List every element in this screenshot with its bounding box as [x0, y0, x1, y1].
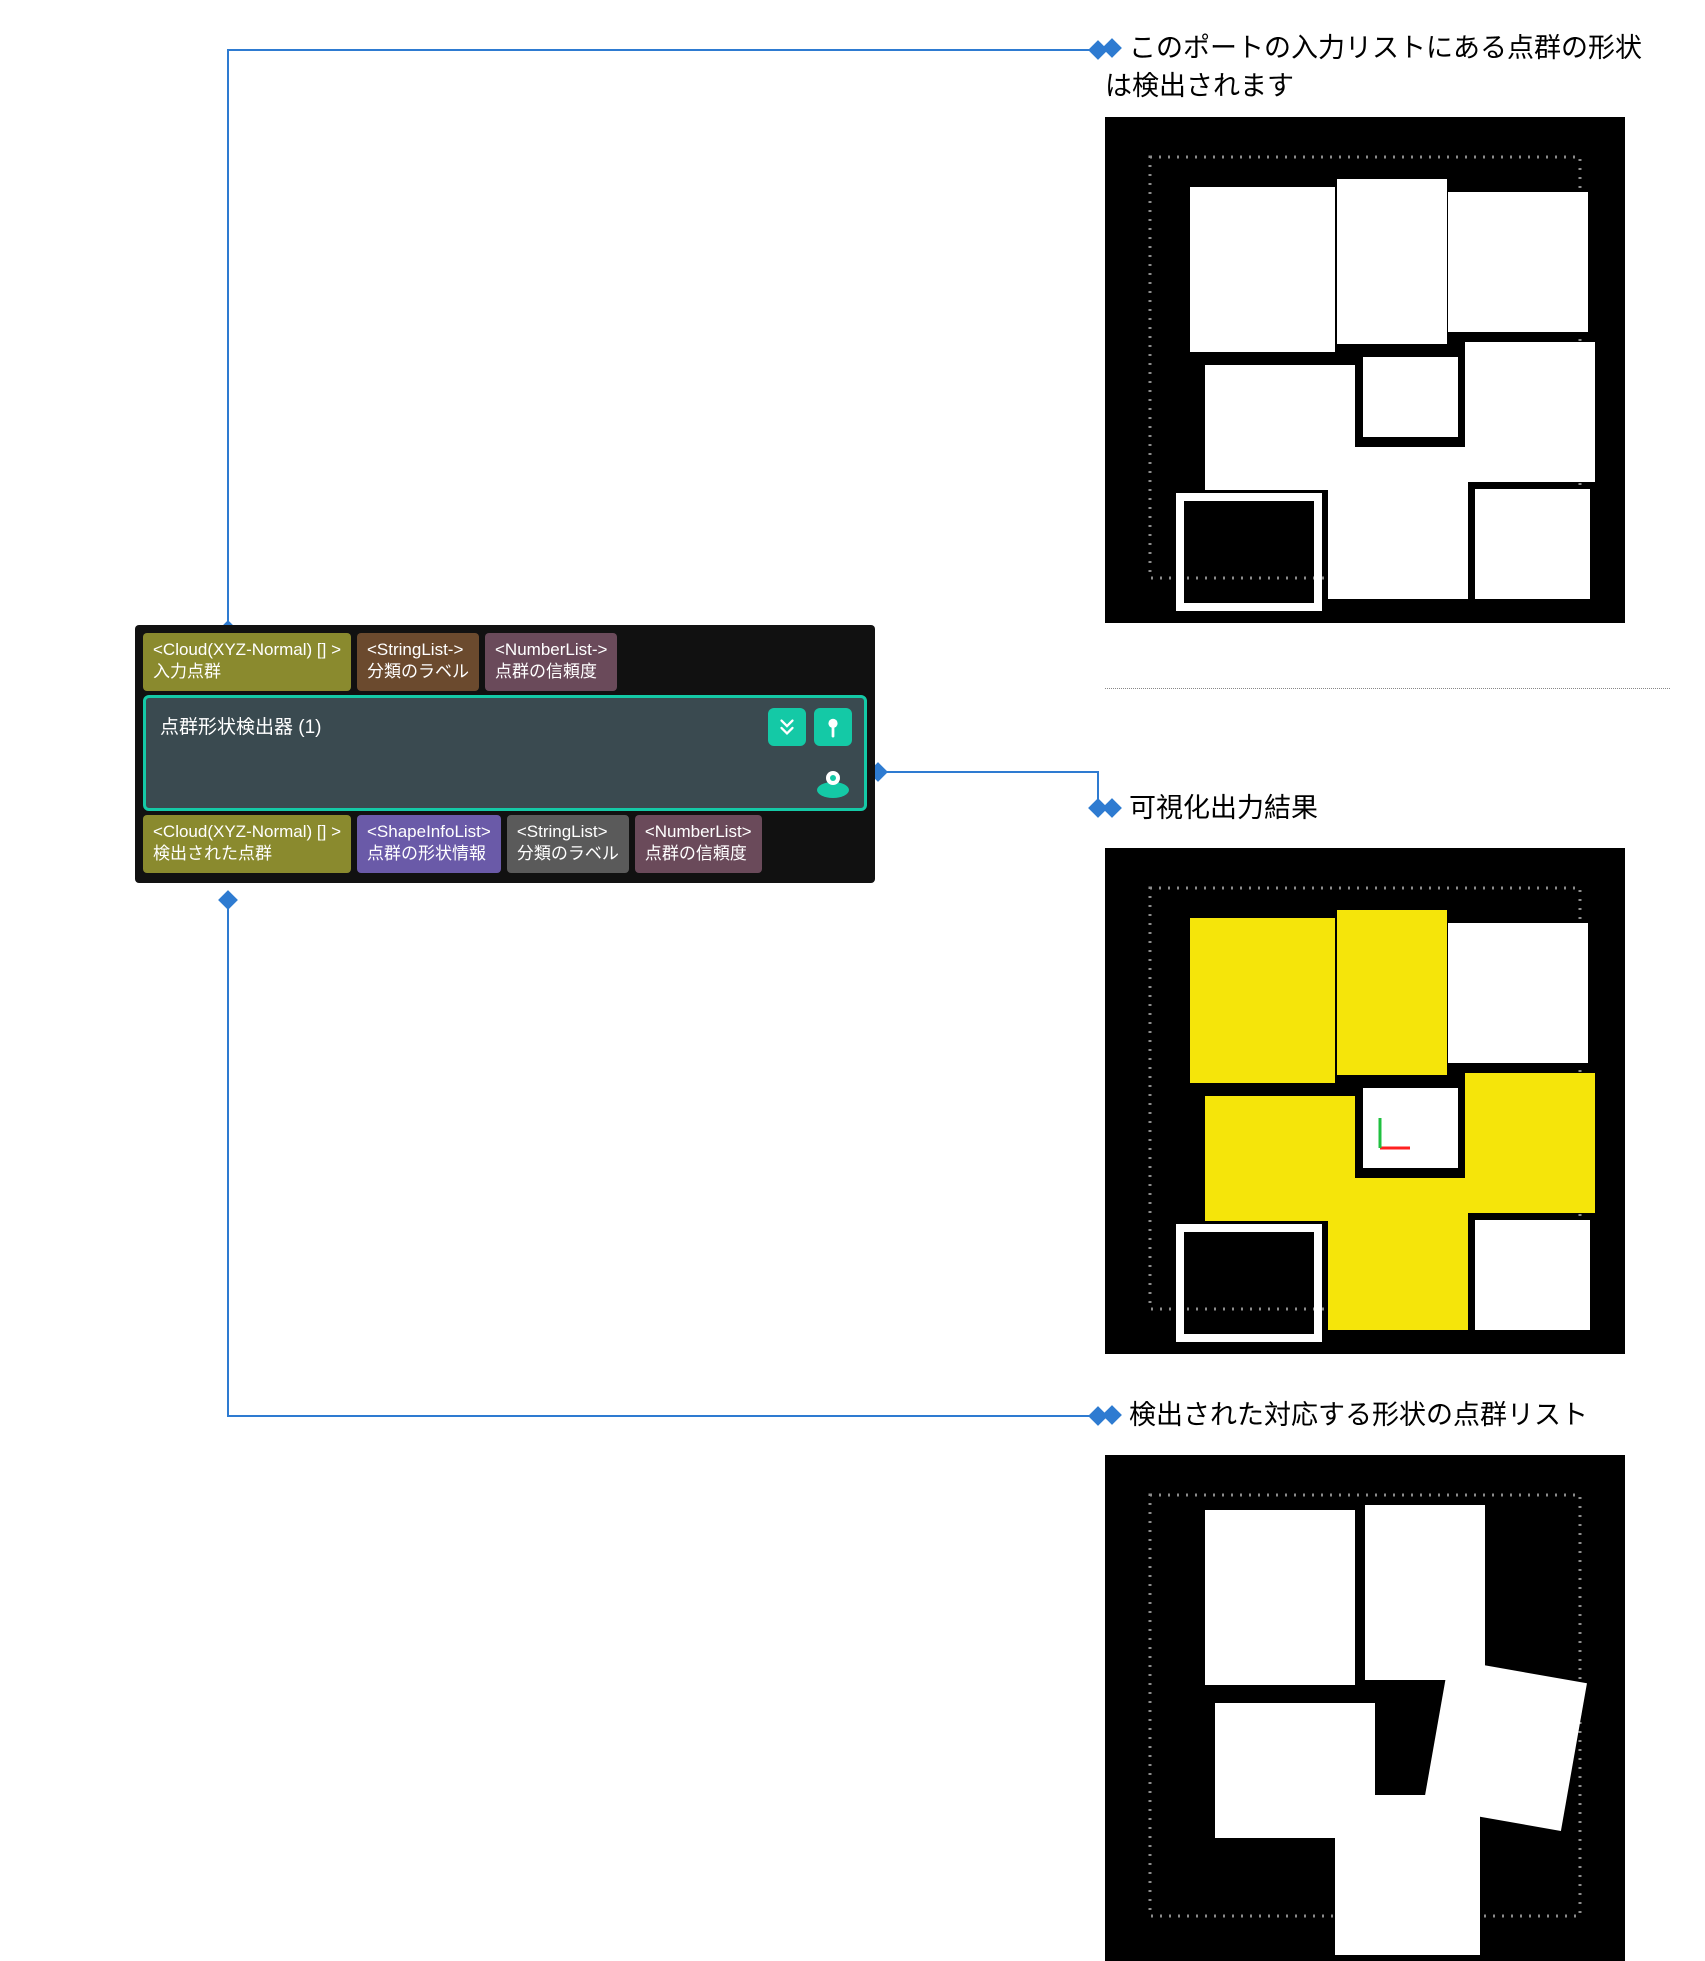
- port-label: 分類のラベル: [517, 843, 619, 865]
- output-port-1[interactable]: <ShapeInfoList>点群の形状情報: [357, 815, 501, 873]
- port-label: 点群の信頼度: [645, 843, 752, 865]
- preview-p3: [1105, 1455, 1625, 1961]
- input-port-2[interactable]: <NumberList->点群の信頼度: [485, 633, 617, 691]
- output-port-0[interactable]: <Cloud(XYZ-Normal) [] >検出された点群: [143, 815, 351, 873]
- port-type: <StringList>: [517, 821, 619, 843]
- port-type: <Cloud(XYZ-Normal) [] >: [153, 821, 341, 843]
- input-port-row: <Cloud(XYZ-Normal) [] >入力点群<StringList->…: [143, 633, 867, 691]
- port-label: 入力点群: [153, 661, 341, 683]
- port-type: <NumberList->: [495, 639, 607, 661]
- expand-down-icon[interactable]: [768, 708, 806, 746]
- output-port-row: <Cloud(XYZ-Normal) [] >検出された点群<ShapeInfo…: [143, 815, 867, 873]
- port-type: <NumberList>: [645, 821, 752, 843]
- diamond-bullet-icon: [1102, 1405, 1122, 1425]
- diamond-bullet-icon: [1102, 798, 1122, 818]
- port-type: <Cloud(XYZ-Normal) [] >: [153, 639, 341, 661]
- input-port-1[interactable]: <StringList->分類のラベル: [357, 633, 479, 691]
- port-label: 点群の形状情報: [367, 843, 491, 865]
- section-divider: [1105, 688, 1670, 689]
- preview-p2: [1105, 848, 1625, 1354]
- diamond-bullet-icon: [1102, 38, 1122, 58]
- output-port-3[interactable]: <NumberList>点群の信頼度: [635, 815, 762, 873]
- callout-c1: このポートの入力リストにある点群の形状は検出されます: [1105, 30, 1665, 106]
- node-point-cloud-shape-detector: <Cloud(XYZ-Normal) [] >入力点群<StringList->…: [135, 625, 875, 883]
- callout-c2: 可視化出力結果: [1105, 790, 1665, 828]
- port-label: 点群の信頼度: [495, 661, 607, 683]
- callout-c3: 検出された対応する形状の点群リスト: [1105, 1397, 1665, 1435]
- callout-text: 可視化出力結果: [1129, 793, 1318, 823]
- port-label: 分類のラベル: [367, 661, 469, 683]
- callout-text: 検出された対応する形状の点群リスト: [1129, 1400, 1588, 1430]
- node-title: 点群形状検出器 (1): [160, 717, 322, 738]
- input-port-0[interactable]: <Cloud(XYZ-Normal) [] >入力点群: [143, 633, 351, 691]
- pin-icon[interactable]: [814, 708, 852, 746]
- node-body[interactable]: 点群形状検出器 (1): [143, 695, 867, 811]
- port-type: <StringList->: [367, 639, 469, 661]
- port-label: 検出された点群: [153, 843, 341, 865]
- preview-p1: [1105, 117, 1625, 623]
- port-type: <ShapeInfoList>: [367, 821, 491, 843]
- output-port-2[interactable]: <StringList>分類のラベル: [507, 815, 629, 873]
- visualize-icon[interactable]: [814, 768, 852, 800]
- callout-text: このポートの入力リストにある点群の形状は検出されます: [1105, 33, 1642, 101]
